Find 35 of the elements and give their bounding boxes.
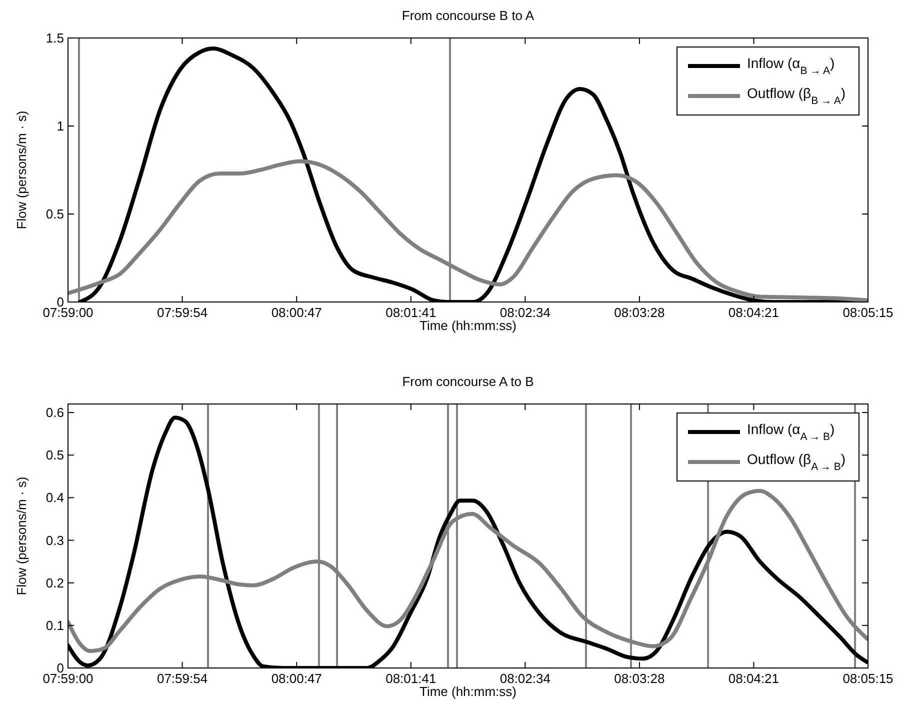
y-tick-label: 0.1 (46, 618, 64, 633)
x-tick-label: 08:03:28 (614, 305, 665, 320)
y-axis-title: Flow (persons/m · s) (14, 110, 29, 230)
x-tick-label: 08:05:15 (842, 671, 894, 686)
x-tick-label: 08:01:41 (386, 671, 436, 686)
x-axis-title: Time (hh:mm:ss) (419, 684, 517, 699)
x-axis-title: Time (hh:mm:ss) (419, 318, 517, 333)
y-tick-label: 0.5 (46, 206, 64, 222)
y-tick-label: 1 (56, 118, 64, 134)
legend-label: Outflow (β$_{B → A}$) (747, 85, 846, 107)
y-tick-label: 0.4 (46, 490, 64, 506)
x-tick-label: 08:04:21 (728, 671, 780, 686)
y-tick-label: 0.6 (46, 405, 64, 420)
chart-title: From concourse B to A (402, 8, 534, 23)
y-axis-title: Flow (persons/m · s) (14, 476, 29, 596)
y-tick-label: 0.3 (46, 532, 64, 548)
y-tick-label: 0.2 (46, 575, 64, 590)
legend-label: Inflow (α$_{A → B}$) (747, 421, 835, 443)
legend-label: Outflow (β$_{A → B}$) (747, 451, 846, 473)
y-tick-label: 1.5 (46, 30, 64, 46)
x-tick-label: 08:00:47 (271, 305, 322, 320)
x-tick-label: 08:01:41 (386, 305, 436, 320)
x-tick-label: 07:59:54 (156, 671, 208, 686)
x-tick-label: 08:02:34 (500, 305, 550, 320)
y-tick-label: 0 (56, 294, 64, 310)
y-tick-label: 0 (56, 660, 64, 676)
x-tick-label: 08:02:34 (500, 671, 550, 686)
x-tick-label: 08:00:47 (271, 671, 322, 686)
x-tick-label: 08:03:28 (614, 671, 665, 686)
x-tick-label: 08:05:15 (842, 305, 894, 320)
chart-title: From concourse A to B (402, 374, 534, 389)
legend-label: Inflow (α$_{B → A}$) (747, 55, 835, 77)
y-tick-label: 0.5 (46, 448, 64, 463)
x-tick-label: 07:59:54 (156, 305, 208, 320)
x-tick-label: 08:04:21 (728, 305, 780, 320)
